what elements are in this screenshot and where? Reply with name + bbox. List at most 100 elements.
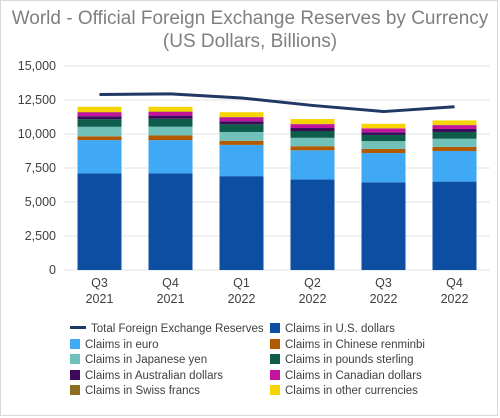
x-tick-year: 2022 <box>441 292 469 306</box>
bar-segment <box>432 151 477 182</box>
legend-swatch <box>70 385 80 395</box>
bar-segment <box>219 124 264 132</box>
legend-item: Claims in Australian dollars <box>70 369 223 383</box>
bar-segment <box>290 124 335 129</box>
bar-segment <box>432 120 477 125</box>
y-tick-label: 0 <box>49 263 56 277</box>
legend-swatch <box>270 369 280 380</box>
y-tick-label: 5,000 <box>25 195 56 209</box>
bar-segment <box>432 181 477 270</box>
bar-segment <box>77 173 122 270</box>
bar-segment <box>432 128 477 132</box>
bar-segment <box>77 126 122 137</box>
bar-segment <box>77 136 122 141</box>
legend-label: Claims in other currencies <box>285 385 418 397</box>
bar-segment <box>148 115 193 119</box>
bar-segment <box>290 150 335 180</box>
legend-item: Claims in pounds sterling <box>270 353 413 367</box>
legend-item: Claims in Japanese yen <box>70 353 207 367</box>
bar-segment <box>219 144 264 177</box>
x-tick-year: 2022 <box>228 292 256 306</box>
x-tick-year: 2022 <box>370 292 398 306</box>
legend-label: Claims in pounds sterling <box>285 354 414 366</box>
bar-segment <box>219 117 264 122</box>
x-tick-quarter: Q3 <box>91 276 108 290</box>
bar-segment <box>432 138 477 147</box>
legend-swatch <box>70 326 86 329</box>
legend-item: Claims in euro <box>70 338 159 352</box>
chart-title: World - Official Foreign Exchange Reserv… <box>11 8 489 29</box>
legend-label: Total Foreign Exchange Reserves <box>91 323 264 335</box>
legend-label: Claims in Chinese renminbi <box>285 338 425 351</box>
legend-item: Claims in Swiss francs <box>70 384 200 398</box>
bar-segment <box>148 135 193 141</box>
legend-swatch <box>70 354 80 364</box>
legend-item: Claims in Canadian dollars <box>270 369 422 383</box>
bar-segment <box>148 118 193 127</box>
bar-segment <box>148 111 193 116</box>
bar-segment <box>432 125 477 129</box>
x-tick-quarter: Q4 <box>162 276 179 290</box>
legend-swatch <box>270 354 280 364</box>
bar-segment <box>148 173 193 270</box>
bar-segment <box>77 116 122 120</box>
legend-label: Claims in Canadian dollars <box>285 369 422 382</box>
legend-swatch <box>270 385 280 395</box>
y-tick-label: 10,000 <box>18 127 56 141</box>
x-tick-year: 2021 <box>157 292 185 306</box>
legend-label: Claims in Swiss francs <box>85 385 201 397</box>
legend-item: Claims in other currencies <box>270 384 418 398</box>
bar-segment <box>290 146 335 151</box>
legend-swatch <box>70 338 80 349</box>
legend-item: Total Foreign Exchange Reserves <box>70 322 264 336</box>
bar-segment <box>290 179 335 270</box>
bar-segment <box>77 106 122 113</box>
y-tick-label: 2,500 <box>25 229 56 243</box>
bar-segment <box>361 132 406 135</box>
legend-swatch <box>70 369 80 380</box>
legend-item: Claims in Chinese renminbi <box>270 338 425 352</box>
bar-segment <box>361 148 406 154</box>
bar-segment <box>290 119 335 124</box>
x-tick-quarter: Q1 <box>233 276 250 290</box>
x-tick-quarter: Q2 <box>304 276 321 290</box>
bar-segment <box>219 112 264 117</box>
legend-label: Claims in Japanese yen <box>85 354 208 366</box>
y-tick-label: 15,000 <box>18 59 56 73</box>
bar-segment <box>219 121 264 125</box>
bar-segment <box>148 140 193 174</box>
bar-segment <box>219 131 264 141</box>
bar-segment <box>361 128 406 133</box>
bar-segment <box>77 112 122 117</box>
x-tick-year: 2022 <box>299 292 327 306</box>
legend-label: Claims in U.S. dollars <box>285 323 395 335</box>
bar-segment <box>361 134 406 142</box>
legend-swatch <box>270 323 280 333</box>
bar-segment <box>77 119 122 127</box>
bar-segment <box>148 126 193 136</box>
bar-segment <box>432 131 477 139</box>
bar-segment <box>361 182 406 270</box>
bar-segment <box>290 128 335 132</box>
bar-segment <box>219 176 264 270</box>
bar-segment <box>432 146 477 151</box>
bar-segment <box>361 123 406 129</box>
chart-subtitle: (US Dollars, Billions) <box>162 31 338 52</box>
legend-swatch <box>270 338 280 349</box>
bar-segment <box>361 141 406 149</box>
y-tick-label: 12,500 <box>18 93 56 107</box>
bar-segment <box>219 140 264 145</box>
legend-item: Claims in U.S. dollars <box>270 322 395 336</box>
legend-label: Claims in Australian dollars <box>85 369 224 382</box>
y-tick-label: 7,500 <box>25 161 56 175</box>
bar-segment <box>77 140 122 174</box>
bar-segment <box>148 106 193 112</box>
bar-segment <box>290 137 335 147</box>
total-reserves-line <box>99 92 455 114</box>
legend-label: Claims in euro <box>85 338 159 351</box>
x-tick-quarter: Q4 <box>446 276 463 290</box>
bar-segment <box>290 131 335 138</box>
x-tick-quarter: Q3 <box>375 276 392 290</box>
bar-segment <box>361 153 406 183</box>
